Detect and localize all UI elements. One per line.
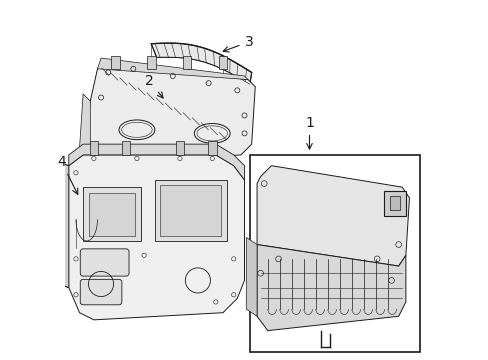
Text: 2: 2 bbox=[145, 75, 163, 98]
Bar bbox=[389, 196, 400, 211]
Polygon shape bbox=[246, 237, 257, 316]
Bar bbox=[384, 191, 405, 216]
Polygon shape bbox=[88, 193, 135, 235]
Polygon shape bbox=[86, 62, 255, 162]
Polygon shape bbox=[69, 155, 244, 320]
Polygon shape bbox=[58, 162, 69, 288]
FancyBboxPatch shape bbox=[80, 249, 129, 276]
Polygon shape bbox=[257, 244, 405, 330]
Polygon shape bbox=[160, 185, 221, 235]
Polygon shape bbox=[175, 140, 184, 155]
Text: 3: 3 bbox=[223, 35, 253, 52]
Polygon shape bbox=[183, 56, 191, 69]
Polygon shape bbox=[207, 140, 216, 155]
Polygon shape bbox=[147, 56, 155, 69]
Polygon shape bbox=[83, 187, 140, 241]
Text: 4: 4 bbox=[57, 155, 78, 194]
Polygon shape bbox=[69, 144, 244, 180]
Polygon shape bbox=[257, 166, 408, 266]
Text: 1: 1 bbox=[305, 116, 313, 149]
FancyBboxPatch shape bbox=[80, 279, 122, 305]
Polygon shape bbox=[97, 58, 247, 80]
Polygon shape bbox=[80, 94, 90, 151]
Polygon shape bbox=[122, 140, 130, 155]
Polygon shape bbox=[155, 180, 226, 241]
Polygon shape bbox=[111, 56, 120, 69]
Polygon shape bbox=[151, 43, 251, 84]
Polygon shape bbox=[89, 140, 98, 155]
Bar bbox=[249, 155, 419, 352]
Polygon shape bbox=[218, 56, 227, 69]
